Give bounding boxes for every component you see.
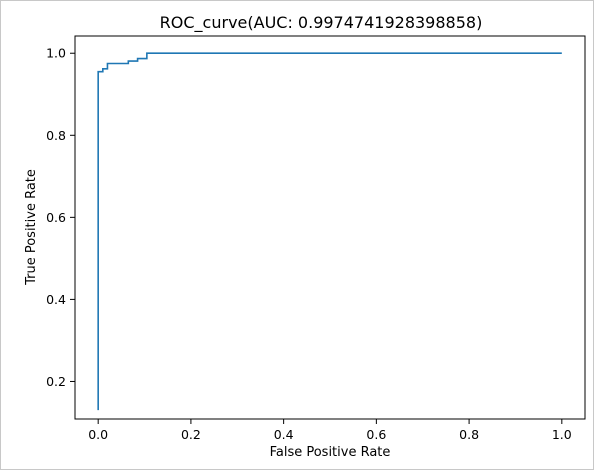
roc-curve-line	[97, 52, 562, 411]
x-tick-label: 0.4	[274, 427, 294, 442]
series-layer	[97, 52, 562, 411]
x-tick-label: 0.0	[88, 427, 108, 442]
y-axis-ticks: 0.2 0.4 0.6 0.8 1.0	[46, 46, 75, 389]
y-tick-label: 0.2	[46, 374, 66, 389]
x-axis-ticks: 0.0 0.2 0.4 0.6 0.8 1.0	[88, 419, 572, 442]
x-tick-label: 0.6	[366, 427, 386, 442]
y-tick-label: 1.0	[46, 46, 66, 61]
x-tick-label: 0.2	[181, 427, 201, 442]
y-tick-label: 0.8	[46, 128, 66, 143]
y-tick-label: 0.6	[46, 210, 66, 225]
y-tick-label: 0.4	[46, 292, 66, 307]
x-axis-label: False Positive Rate	[270, 445, 391, 460]
x-tick-label: 0.8	[459, 427, 479, 442]
x-tick-label: 1.0	[552, 427, 572, 442]
chart-title: ROC_curve(AUC: 0.9974741928398858)	[160, 13, 483, 33]
y-axis-label: True Positive Rate	[24, 169, 39, 286]
plot-area	[74, 35, 586, 420]
